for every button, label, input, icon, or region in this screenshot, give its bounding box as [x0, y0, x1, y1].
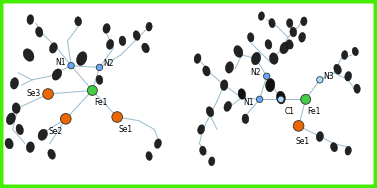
Ellipse shape	[299, 33, 305, 42]
Ellipse shape	[242, 114, 249, 124]
Ellipse shape	[194, 54, 201, 63]
Ellipse shape	[49, 43, 57, 53]
Ellipse shape	[266, 79, 275, 92]
Ellipse shape	[48, 149, 55, 159]
Ellipse shape	[331, 143, 337, 152]
Ellipse shape	[77, 52, 87, 65]
Text: N2: N2	[103, 59, 113, 68]
Ellipse shape	[224, 101, 231, 111]
Ellipse shape	[23, 49, 34, 61]
Ellipse shape	[345, 146, 351, 155]
Text: Se2: Se2	[48, 127, 62, 136]
Circle shape	[301, 94, 311, 104]
Text: Fe1: Fe1	[307, 107, 321, 116]
Ellipse shape	[142, 43, 149, 53]
Circle shape	[43, 89, 54, 99]
Ellipse shape	[206, 107, 214, 117]
Ellipse shape	[12, 103, 20, 114]
Ellipse shape	[221, 80, 228, 90]
Circle shape	[317, 77, 323, 83]
Ellipse shape	[276, 91, 285, 104]
Ellipse shape	[200, 146, 206, 155]
Ellipse shape	[234, 46, 243, 57]
Ellipse shape	[146, 22, 152, 31]
Text: N3: N3	[323, 72, 334, 81]
Circle shape	[293, 121, 304, 131]
Ellipse shape	[290, 27, 297, 37]
Ellipse shape	[269, 19, 275, 28]
Text: C1: C1	[284, 107, 294, 116]
Ellipse shape	[265, 40, 272, 49]
Ellipse shape	[75, 17, 81, 26]
Circle shape	[112, 112, 123, 122]
Ellipse shape	[225, 62, 233, 73]
Ellipse shape	[251, 52, 261, 65]
Ellipse shape	[103, 24, 110, 33]
Ellipse shape	[342, 51, 348, 59]
Ellipse shape	[133, 31, 140, 40]
Ellipse shape	[270, 53, 278, 64]
Circle shape	[68, 62, 74, 69]
Ellipse shape	[280, 42, 289, 54]
Ellipse shape	[155, 139, 161, 148]
Ellipse shape	[38, 129, 48, 140]
Text: N1: N1	[244, 98, 254, 107]
Ellipse shape	[248, 33, 254, 42]
Circle shape	[87, 86, 97, 96]
Text: N1: N1	[55, 58, 66, 67]
Circle shape	[96, 64, 103, 71]
Ellipse shape	[208, 157, 215, 166]
Ellipse shape	[316, 132, 323, 141]
Ellipse shape	[52, 69, 62, 80]
Ellipse shape	[354, 84, 360, 93]
Ellipse shape	[96, 75, 103, 84]
Text: N2: N2	[251, 68, 261, 77]
Ellipse shape	[345, 71, 352, 81]
Ellipse shape	[10, 78, 18, 89]
Ellipse shape	[258, 12, 264, 20]
Ellipse shape	[5, 138, 13, 149]
Ellipse shape	[26, 142, 34, 152]
Circle shape	[264, 73, 270, 80]
Ellipse shape	[27, 15, 34, 24]
Ellipse shape	[146, 152, 152, 160]
Circle shape	[256, 96, 263, 102]
Ellipse shape	[287, 19, 293, 28]
Ellipse shape	[35, 27, 43, 37]
Text: Fe1: Fe1	[94, 98, 107, 107]
Ellipse shape	[286, 40, 293, 49]
Text: Se1: Se1	[295, 137, 309, 146]
Circle shape	[60, 114, 71, 124]
Ellipse shape	[198, 125, 205, 134]
Ellipse shape	[16, 124, 23, 135]
Ellipse shape	[352, 47, 359, 56]
Ellipse shape	[106, 39, 114, 49]
Text: Se1: Se1	[119, 125, 133, 134]
Ellipse shape	[238, 89, 246, 99]
Ellipse shape	[6, 113, 15, 125]
Text: Se3: Se3	[27, 89, 41, 99]
Ellipse shape	[334, 64, 341, 74]
Ellipse shape	[119, 36, 126, 46]
Ellipse shape	[301, 17, 307, 26]
Circle shape	[278, 96, 284, 102]
Ellipse shape	[203, 66, 210, 76]
